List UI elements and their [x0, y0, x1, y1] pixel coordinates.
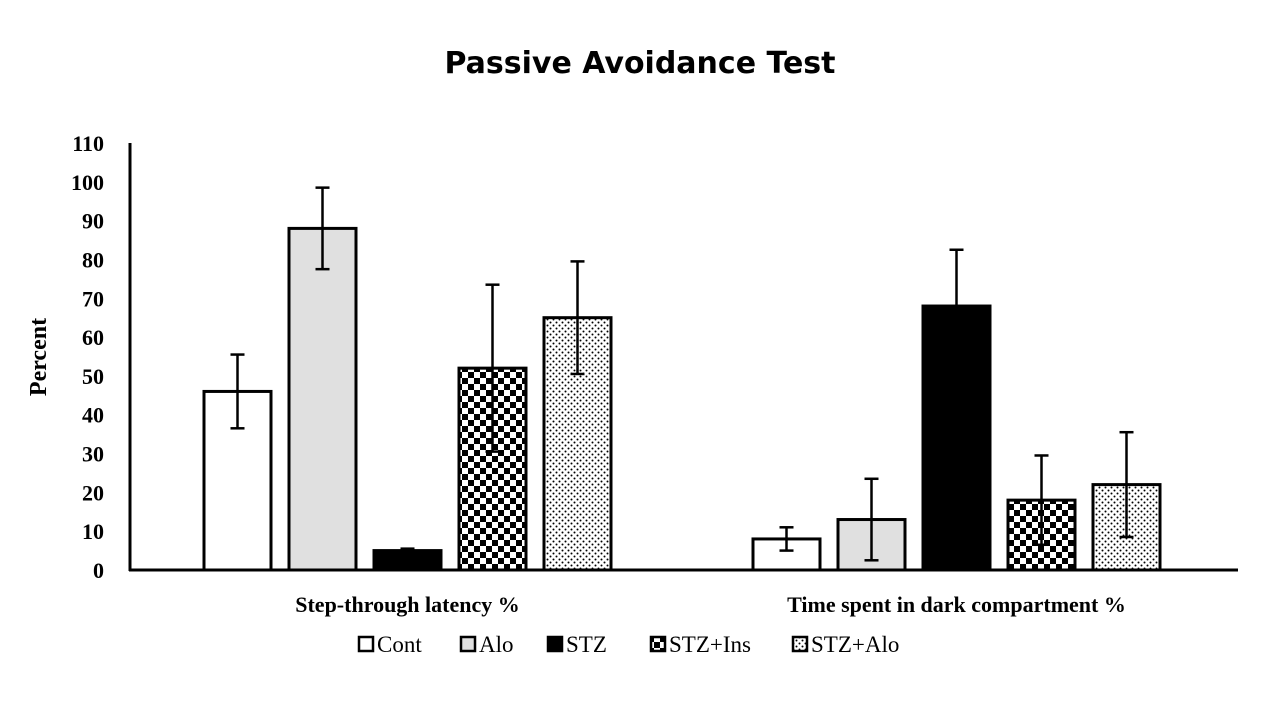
legend-label: Alo [479, 632, 514, 657]
error-bar [230, 353, 245, 430]
error-bar [864, 477, 879, 562]
category-label: Time spent in dark compartment % [787, 592, 1126, 617]
legend: Cont Alo STZ STZ+Ins STZ+Alo [357, 632, 899, 657]
y-tick-label: 50 [82, 364, 104, 389]
legend-label: STZ+Alo [811, 632, 899, 657]
y-tick-label: 30 [82, 442, 104, 467]
y-tick-label: 70 [82, 286, 104, 311]
legend-swatch [649, 635, 667, 653]
legend-item-stz-alo: STZ+Alo [791, 632, 899, 657]
legend-label: STZ [566, 632, 607, 657]
y-tick-label: 100 [71, 170, 104, 195]
y-tick-label: 110 [72, 131, 104, 156]
y-tick-label: 10 [82, 519, 104, 544]
legend-label: Cont [377, 632, 422, 657]
error-bar [485, 283, 500, 453]
y-axis-title: Percent [26, 318, 52, 396]
bars [202, 186, 1162, 572]
y-tick-label: 80 [82, 247, 104, 272]
y-tick-label: 20 [82, 480, 104, 505]
error-bar [949, 248, 964, 364]
legend-item-cont: Cont [357, 632, 422, 657]
bar-alo [287, 226, 358, 572]
y-tick-label: 40 [82, 403, 104, 428]
error-bar [400, 547, 415, 554]
x-axis: Step-through latency % Time spent in dark… [129, 568, 1238, 617]
legend-swatch [357, 635, 375, 653]
error-bar [1034, 454, 1049, 547]
error-bar [570, 260, 585, 376]
chart-title: Passive Avoidance Test [444, 46, 836, 81]
y-tick-label: 60 [82, 325, 104, 350]
error-bar [779, 526, 794, 552]
y-tick-label: 90 [82, 209, 104, 234]
legend-item-stz: STZ [546, 632, 607, 657]
legend-swatch [546, 635, 564, 653]
category-label: Step-through latency % [295, 592, 520, 617]
y-tick-label: 0 [93, 558, 104, 583]
y-axis: 0 10 20 30 40 50 60 70 80 90 100 110 Percent [26, 131, 132, 583]
legend-item-alo: Alo [459, 632, 514, 657]
error-bar [315, 186, 330, 271]
legend-item-stz-ins: STZ+Ins [649, 632, 751, 657]
legend-swatch [459, 635, 477, 653]
error-bar [1119, 430, 1134, 539]
legend-swatch [791, 635, 809, 653]
legend-label: STZ+Ins [669, 632, 751, 657]
